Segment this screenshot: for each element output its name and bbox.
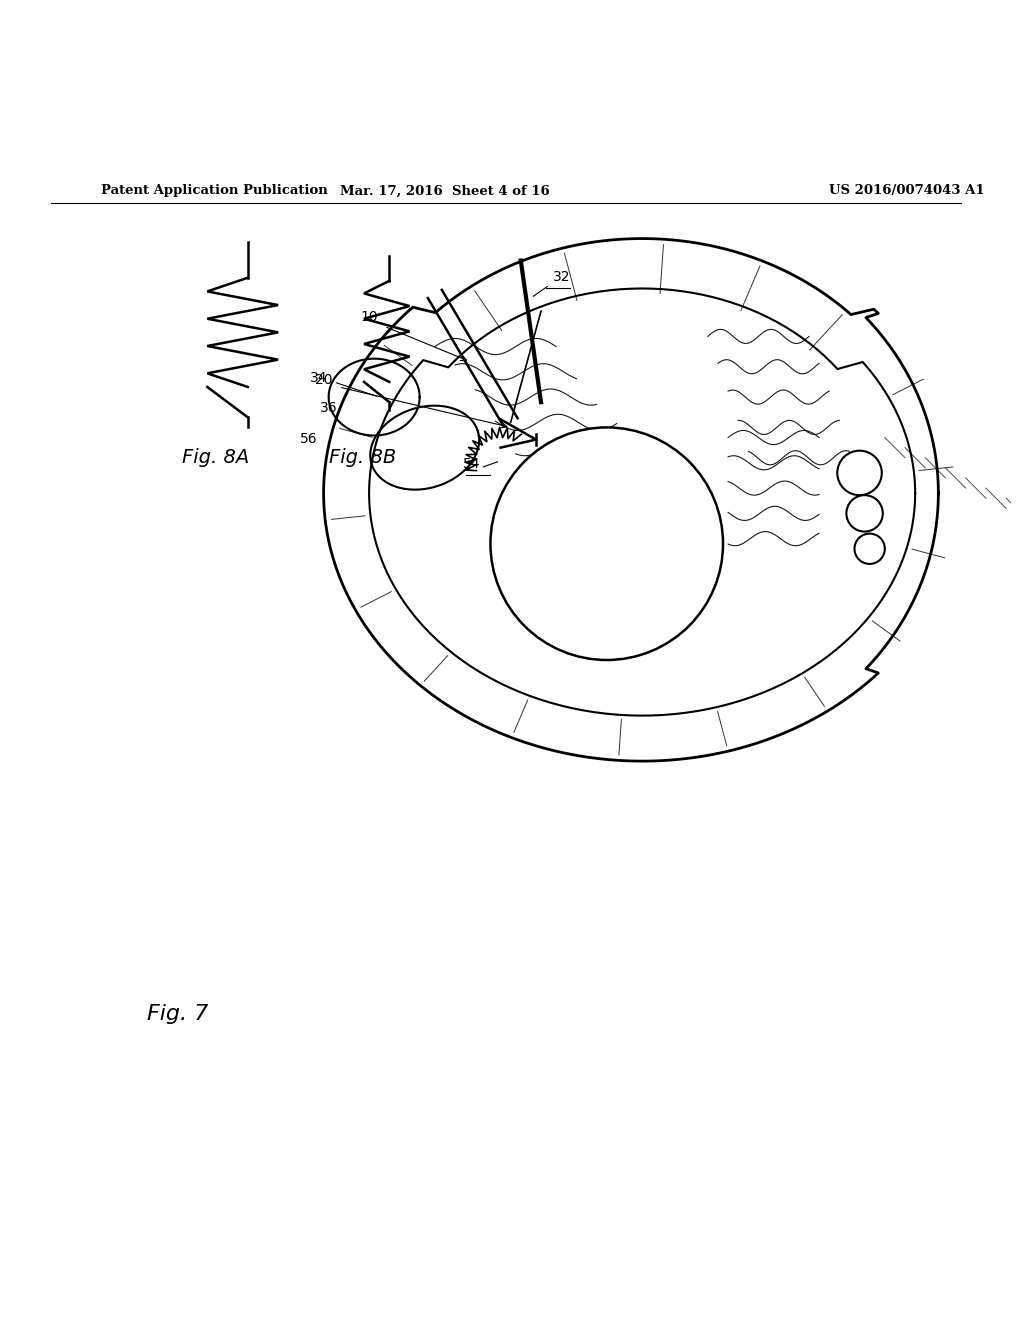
Text: Patent Application Publication: Patent Application Publication	[101, 185, 328, 197]
Text: 10: 10	[360, 310, 378, 325]
Circle shape	[838, 450, 882, 495]
Circle shape	[847, 495, 883, 532]
Text: 36: 36	[319, 401, 338, 416]
Text: 32: 32	[534, 269, 570, 297]
Text: 56: 56	[300, 432, 317, 446]
Text: 20: 20	[314, 374, 333, 387]
Text: 34: 34	[310, 371, 328, 385]
Text: Fig. 8A: Fig. 8A	[182, 447, 249, 467]
Text: Fig. 8B: Fig. 8B	[329, 447, 396, 467]
Text: 50: 50	[602, 536, 622, 552]
Text: Mar. 17, 2016  Sheet 4 of 16: Mar. 17, 2016 Sheet 4 of 16	[340, 185, 550, 197]
Text: 54: 54	[463, 457, 480, 471]
Text: Fig. 7: Fig. 7	[146, 1003, 208, 1024]
Circle shape	[490, 428, 723, 660]
Text: US 2016/0074043 A1: US 2016/0074043 A1	[829, 185, 985, 197]
Circle shape	[854, 533, 885, 564]
